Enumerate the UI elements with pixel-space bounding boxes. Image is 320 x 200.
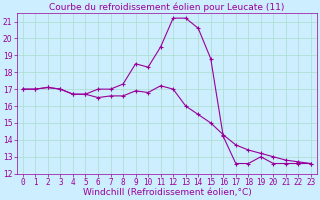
Title: Courbe du refroidissement éolien pour Leucate (11): Courbe du refroidissement éolien pour Le… bbox=[49, 3, 284, 12]
X-axis label: Windchill (Refroidissement éolien,°C): Windchill (Refroidissement éolien,°C) bbox=[83, 188, 251, 197]
